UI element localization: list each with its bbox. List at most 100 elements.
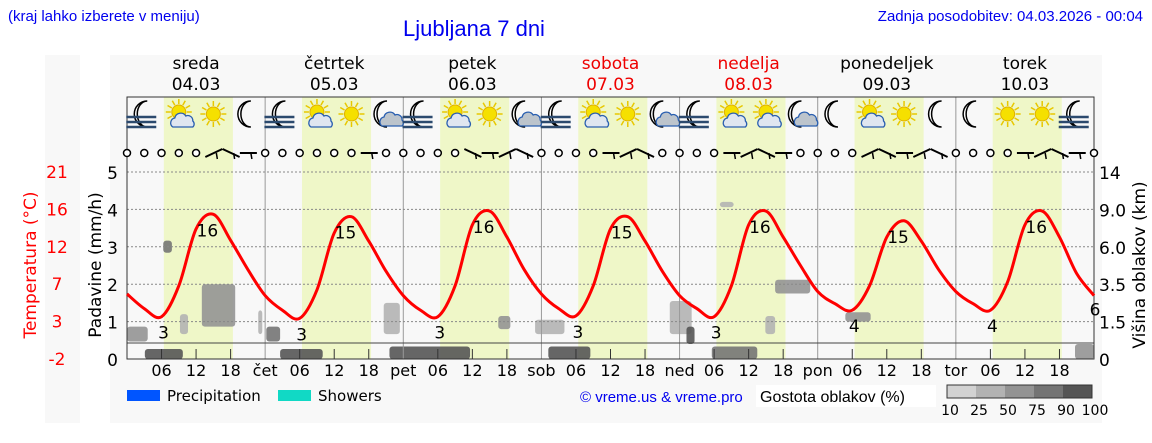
- hour-tick-label: 06: [704, 361, 724, 380]
- wind-barb-feather: [1044, 152, 1047, 160]
- wind-barb-feather: [215, 152, 219, 160]
- sun-ray: [482, 102, 487, 108]
- cloud-density-step: 100: [1082, 403, 1109, 419]
- sun-ray: [996, 117, 1002, 122]
- wind-barb-icon: [239, 152, 257, 160]
- cloud-height-tick: 9.0: [1099, 201, 1126, 221]
- moon-crescent: [787, 100, 802, 128]
- temperature-min-label: 4: [849, 317, 860, 337]
- sun-ray: [620, 120, 625, 126]
- weather-icon-moon: [962, 100, 977, 128]
- wind-barb-feather: [889, 152, 892, 160]
- sun-ray: [724, 100, 729, 106]
- sun-ray: [1030, 106, 1036, 111]
- day-abbr-tick: pon: [803, 361, 833, 380]
- sun-ray: [910, 117, 916, 122]
- sun-ray: [492, 120, 497, 126]
- temperature-tick: 7: [52, 275, 63, 295]
- cloud-patch: [144, 349, 183, 359]
- wind-calm-icon: [329, 148, 339, 158]
- wind-barb-icon: [636, 148, 655, 160]
- wind-barb-feather: [785, 152, 788, 160]
- wind-calm-icon: [830, 148, 840, 158]
- sun-ray: [907, 102, 912, 108]
- cloud-height-tick: 3.5: [1099, 276, 1126, 296]
- sun-ray: [305, 115, 311, 120]
- cloud-density-swatch: [1063, 385, 1092, 398]
- wind-barb-icon: [222, 148, 241, 160]
- day-name: sreda: [173, 54, 220, 74]
- wind-barb-shaft: [636, 148, 655, 158]
- cloud-density-step: 75: [1028, 403, 1046, 419]
- wind-calm-icon: [399, 148, 408, 158]
- day-name: sobota: [582, 54, 640, 74]
- wind-barb-icon: [861, 148, 879, 160]
- day-name: petek: [448, 54, 496, 74]
- sun-disc: [1000, 106, 1016, 122]
- weather-icon-sun: [476, 101, 503, 127]
- weather-icon-moon-fog: [126, 100, 157, 129]
- wind-barb-shaft: [912, 148, 931, 158]
- wind-barb-icon: [1033, 148, 1052, 160]
- day-date: 08.03: [724, 75, 773, 95]
- sun-ray: [344, 120, 349, 126]
- cloud-patch: [389, 346, 471, 359]
- wind-calm-icon: [260, 148, 270, 158]
- sun-ray: [206, 102, 210, 108]
- precipitation-tick: 4: [107, 201, 118, 221]
- temperature-max-label: 16: [473, 218, 495, 238]
- weather-icon-sun-cloud: [580, 99, 610, 128]
- wind-calm-icon: [1003, 148, 1012, 158]
- wind-calm-icon: [157, 148, 166, 158]
- sun-ray: [634, 106, 640, 111]
- sun-ray: [1048, 106, 1054, 111]
- location-hint[interactable]: (kraj lahko izberete v meniju): [8, 8, 200, 25]
- wind-calm-icon: [986, 148, 995, 158]
- day-abbr-tick: čet: [253, 361, 278, 380]
- sun-ray: [907, 120, 912, 126]
- weather-icon-sun: [891, 101, 918, 127]
- cloud-density-swatch: [947, 385, 976, 398]
- weather-icon-moon-fog: [402, 100, 433, 129]
- wind-calm-icon: [675, 148, 684, 158]
- weather-icon-sun: [1029, 101, 1056, 127]
- sun-ray: [892, 106, 898, 111]
- wind-calm-icon: [968, 148, 978, 158]
- hour-tick-label: 12: [600, 361, 620, 380]
- sun-ray: [1014, 117, 1020, 122]
- wind-barb-feather: [733, 152, 737, 160]
- hour-tick-label: 18: [911, 361, 931, 380]
- wind-barb-icon: [204, 148, 223, 160]
- sun-ray: [339, 106, 345, 111]
- sun-ray: [1045, 102, 1050, 108]
- credits-link[interactable]: © vreme.us & vreme.pro: [580, 389, 743, 406]
- wind-calm-icon: [571, 148, 581, 158]
- sun-ray: [1045, 120, 1050, 126]
- wind-barb-shaft: [930, 148, 949, 158]
- wind-calm-icon: [1089, 148, 1099, 158]
- sun-ray: [872, 100, 877, 106]
- day-abbr-tick: tor: [945, 361, 968, 380]
- sun-ray: [1011, 120, 1015, 126]
- sun-disc: [620, 106, 636, 122]
- day-name: torek: [1003, 54, 1047, 74]
- wind-calm-icon: [588, 148, 598, 158]
- sun-ray: [631, 120, 635, 126]
- wind-barb-feather: [750, 152, 754, 160]
- hour-tick-label: 18: [773, 361, 793, 380]
- weather-icon-sun: [994, 101, 1021, 127]
- cloud-shape: [446, 112, 472, 128]
- hour-tick-label: 12: [324, 361, 344, 380]
- sun-ray: [581, 115, 587, 120]
- day-abbr-tick: ned: [665, 361, 695, 380]
- wind-calm-icon: [174, 148, 184, 158]
- wind-barb-feather: [509, 152, 512, 160]
- sun-ray: [620, 102, 625, 108]
- legend-showers-label: Showers: [318, 387, 382, 405]
- precipitation-tick: 2: [107, 276, 118, 296]
- wind-barb-feather: [1061, 152, 1065, 160]
- sun-ray: [737, 104, 744, 109]
- legend-precipitation-swatch: [127, 390, 160, 401]
- sun-ray: [1035, 102, 1039, 108]
- sun-ray: [1000, 102, 1005, 108]
